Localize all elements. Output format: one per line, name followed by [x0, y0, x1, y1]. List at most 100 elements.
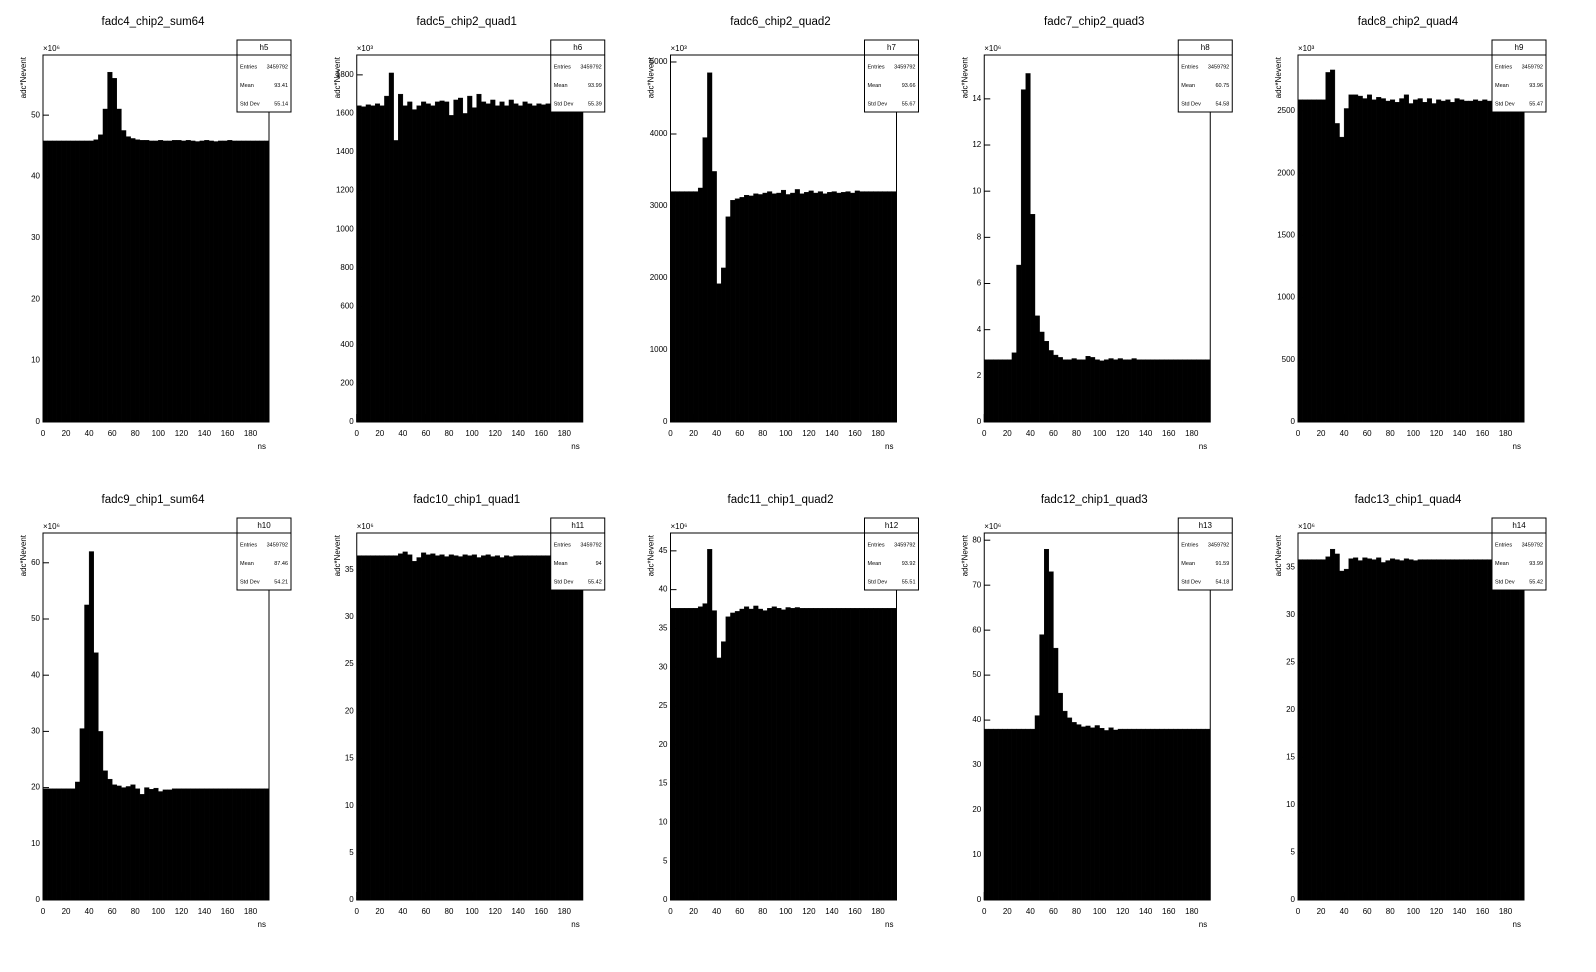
bar [52, 140, 58, 423]
y-tick-label: 60 [972, 625, 981, 634]
bar [868, 608, 874, 901]
bar [1103, 730, 1109, 901]
x-tick-label: 20 [1317, 907, 1326, 916]
y-tick-label: 40 [659, 585, 668, 594]
bar [1316, 99, 1322, 423]
x-tick-label: 80 [445, 429, 454, 438]
x-tick-label: 40 [1340, 907, 1349, 916]
bar [231, 788, 237, 901]
bar [1468, 559, 1474, 901]
bar [481, 555, 487, 901]
stats-label: Std Dev [1495, 579, 1515, 585]
bar [1025, 73, 1031, 423]
stats-label: Std Dev [1181, 101, 1201, 107]
x-tick-label: 20 [1003, 907, 1012, 916]
bar [1422, 102, 1428, 423]
x-tick-label: 80 [1386, 907, 1395, 916]
bar [453, 99, 459, 423]
bar [1094, 725, 1100, 901]
y-scale-label: ×10⁶ [1298, 522, 1315, 531]
stats-label: Entries [1181, 542, 1198, 548]
x-tick-label: 180 [1499, 907, 1513, 916]
bar [264, 788, 270, 901]
bar [568, 555, 574, 901]
bar [241, 788, 247, 901]
bar [1408, 559, 1414, 901]
x-axis-label: ns [1199, 442, 1207, 451]
bar [808, 608, 814, 901]
stats-value: 94 [596, 561, 602, 567]
bar [1085, 356, 1091, 423]
bar [684, 608, 690, 901]
bar [116, 108, 122, 423]
bar [531, 105, 537, 423]
x-tick-label: 140 [198, 429, 212, 438]
bar [850, 608, 856, 901]
bar [573, 555, 579, 901]
bar [1099, 360, 1105, 423]
stats-value: 93.41 [274, 83, 288, 89]
bar [107, 71, 113, 423]
bar [831, 608, 837, 901]
bar [356, 105, 362, 423]
bar [711, 610, 717, 901]
bar [1316, 559, 1322, 901]
bar [864, 608, 870, 901]
bar [254, 788, 260, 901]
bar [1122, 359, 1128, 423]
bar [1117, 728, 1123, 901]
bar [139, 794, 145, 901]
stats-box [1491, 517, 1547, 591]
x-tick-label: 160 [848, 429, 862, 438]
x-tick-label: 0 [982, 907, 987, 916]
bar [1080, 359, 1086, 423]
bar [577, 105, 583, 423]
bar [1426, 98, 1432, 423]
bar [670, 191, 676, 423]
chart-title: fadc7_chip2_quad3 [1044, 16, 1144, 28]
bar [1196, 359, 1202, 423]
bar [854, 190, 860, 423]
x-axis-label: ns [258, 442, 266, 451]
bar [744, 194, 750, 423]
y-scale-label: ×10⁶ [43, 44, 60, 53]
bar [573, 104, 579, 423]
x-tick-label: 0 [1296, 429, 1301, 438]
y-tick-label: 2500 [1277, 106, 1295, 115]
y-tick-label: 2 [977, 371, 982, 380]
x-tick-label: 180 [1499, 429, 1513, 438]
bar [688, 608, 694, 901]
bar [393, 140, 399, 423]
y-tick-label: 20 [972, 805, 981, 814]
stats-box [1177, 517, 1233, 591]
bar [1473, 99, 1479, 423]
stats-value: 3459792 [1208, 542, 1229, 548]
x-tick-label: 160 [1162, 429, 1176, 438]
stats-label: Mean [554, 83, 568, 89]
bar [388, 72, 394, 423]
bar [1302, 559, 1308, 901]
x-tick-label: 80 [445, 907, 454, 916]
bar [1200, 359, 1206, 423]
x-tick-label: 60 [1049, 429, 1058, 438]
bar [873, 191, 879, 423]
x-tick-label: 100 [465, 429, 479, 438]
bar [1514, 99, 1520, 423]
bar [1057, 357, 1063, 423]
bar [56, 788, 62, 901]
bar [1491, 559, 1497, 901]
bar [1394, 559, 1400, 901]
bar [1505, 559, 1511, 901]
bar [993, 728, 999, 901]
x-tick-label: 160 [1162, 907, 1176, 916]
stats-label: Entries [868, 64, 885, 70]
histogram-panel: fadc8_chip2_quad4 0 500 1000 1500 2000 2500 0 20… [1274, 16, 1547, 451]
plot-frame [42, 54, 270, 423]
stats-label: Mean [1181, 561, 1195, 567]
bar [785, 607, 791, 901]
bar [1325, 556, 1331, 901]
y-tick-label: 0 [349, 417, 354, 426]
stats-value: 3459792 [267, 542, 288, 548]
bar [1403, 94, 1409, 423]
